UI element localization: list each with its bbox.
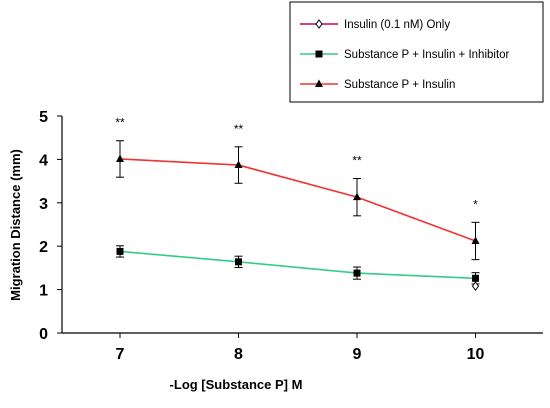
y-axis-title: Migration Distance (mm): [8, 149, 23, 301]
significance-marker: **: [115, 116, 125, 130]
legend-label: Insulin (0.1 nM) Only: [344, 19, 450, 31]
axes: 0 1 2 3 4 5 7 8 9 10: [39, 109, 543, 363]
y-tick-label: 4: [39, 152, 48, 169]
y-tick-label: 0: [39, 326, 48, 343]
significance-marker: **: [234, 122, 244, 136]
series-line: [119, 250, 476, 280]
legend-label: Substance P + Insulin: [344, 79, 455, 91]
legend-item-substance-p-insulin: Substance P + Insulin: [300, 79, 455, 91]
series-line: [119, 158, 476, 242]
series-1: [116, 245, 480, 285]
x-axis-title: -Log [Substance P] M: [170, 377, 303, 392]
data-point: [353, 269, 361, 277]
y-tick-label: 3: [39, 196, 48, 213]
data-point: [353, 192, 361, 201]
series-2: [116, 140, 480, 261]
series-0: [471, 281, 480, 291]
y-tick-label: 5: [39, 109, 48, 126]
legend-item-insulin-only: Insulin (0.1 nM) Only: [300, 19, 450, 31]
data-point: [235, 258, 242, 266]
legend-marker: [315, 79, 323, 87]
data-point: [471, 236, 480, 244]
x-tick-label: 10: [467, 346, 485, 363]
plot-area: [116, 140, 480, 291]
data-point: [472, 274, 479, 282]
significance-marker: *: [473, 197, 478, 211]
significance-marker: **: [352, 153, 362, 167]
data-point: [234, 160, 243, 169]
data-point: [116, 247, 124, 255]
legend-marker: [315, 50, 323, 58]
significance-annotations: ** *****: [115, 116, 478, 212]
legend-marker: [315, 19, 323, 29]
legend-box: [289, 1, 544, 103]
y-tick-label: 2: [39, 239, 48, 256]
legend-item-substance-p-insulin-inhibitor: Substance P + Insulin + Inhibitor: [300, 49, 510, 61]
data-point: [116, 154, 124, 162]
data-point: [471, 281, 480, 291]
x-tick-label: 9: [353, 346, 362, 363]
y-tick-label: 1: [39, 283, 48, 300]
x-tick-label: 7: [116, 346, 125, 363]
legend: Insulin (0.1 nM) Only Substance P + Insu…: [289, 1, 544, 103]
legend-label: Substance P + Insulin + Inhibitor: [344, 49, 510, 61]
x-tick-label: 8: [234, 346, 243, 363]
